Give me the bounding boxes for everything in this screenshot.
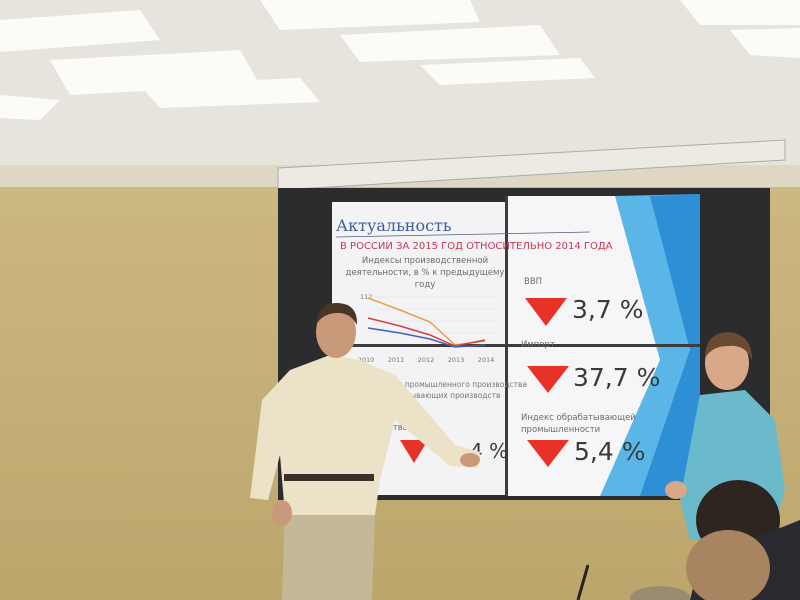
indicator-value: 5,4 %: [574, 437, 645, 466]
down-arrow: [400, 440, 428, 463]
x-tick-label: 2011: [388, 356, 405, 364]
audience-head: [686, 530, 770, 600]
down-arrow: [527, 366, 569, 393]
slide-title: Актуальность: [336, 216, 452, 235]
x-tick-label: 2010: [358, 356, 375, 364]
indicator-label: промышленности: [521, 425, 600, 435]
ceiling-light: [680, 0, 800, 25]
ceiling-light: [0, 10, 160, 52]
chart-title: году: [415, 280, 436, 290]
indicator-label: Индекс обрабатывающей: [521, 413, 636, 423]
presenter-hair: [316, 302, 358, 325]
presenter-hand: [272, 500, 292, 526]
x-tick-label: 2014: [478, 356, 495, 364]
ceiling-light: [260, 0, 480, 30]
presenter-head: [316, 306, 356, 358]
indicator-label: Импорт: [521, 340, 555, 350]
indicator-label: ВВП: [524, 277, 542, 287]
audience-head: [630, 586, 690, 600]
ceiling-light: [730, 28, 800, 58]
x-tick-label: 2012: [418, 356, 435, 364]
chart-line: [367, 317, 486, 347]
indicator-value: 37,7 %: [573, 363, 660, 392]
chart-line: [367, 327, 486, 348]
speaker-hand: [665, 481, 687, 499]
ceiling-light: [140, 78, 320, 108]
partial-text: обрабатывающих производств: [378, 391, 500, 400]
x-tick-label: 2013: [448, 356, 465, 364]
slide-decor: [640, 194, 700, 496]
down-arrow: [527, 440, 569, 467]
down-arrow: [525, 298, 567, 326]
ceiling-light: [340, 25, 560, 62]
slide-subtitle: В РОССИИ ЗА 2015 ГОД ОТНОСИТЕЛЬНО 2014 Г…: [340, 241, 613, 252]
chart-grid: [372, 296, 500, 334]
ceiling-light: [0, 95, 60, 120]
speaker-head: [705, 336, 749, 390]
microphone: [576, 564, 590, 600]
speaker-hair: [705, 332, 752, 360]
chart-title: Индексы производственной: [362, 256, 488, 266]
panel-seam: [332, 344, 700, 347]
y-tick-label: 112: [360, 293, 372, 301]
indicator-value: 3,7 %: [572, 295, 643, 324]
ceiling-light: [420, 58, 595, 85]
presenter-hand: [460, 453, 480, 467]
chart-title: деятельности, в % к предыдущему: [346, 268, 505, 278]
presenter-trousers: [282, 510, 375, 600]
presenter-belt: [284, 474, 374, 481]
partial-text: декс промышленного производства: [384, 380, 527, 389]
curtain-rail: [277, 139, 786, 191]
title-rule: [335, 231, 591, 238]
